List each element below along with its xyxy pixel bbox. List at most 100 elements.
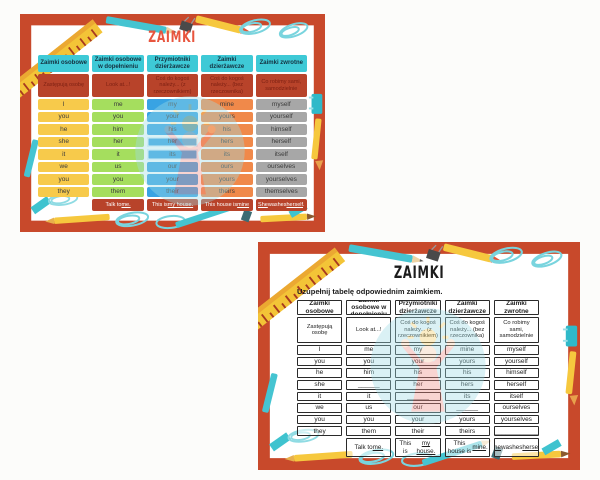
pronoun-cell: his <box>146 124 199 135</box>
pronoun-cell: my <box>395 345 441 355</box>
pronoun-cell: he <box>38 124 90 135</box>
example-cell: She washes herself. <box>255 199 307 211</box>
pronoun-cell: you <box>92 174 144 185</box>
example-cell: This is my house. <box>395 438 441 457</box>
pronoun-cell: yours <box>201 111 253 122</box>
pronoun-cell: herself <box>493 379 539 390</box>
example-text: washes <box>501 443 523 451</box>
desc-cell: Coś do kogoś należy... (bez rzeczownika) <box>444 317 490 343</box>
pronoun-cell: he <box>297 368 343 378</box>
example-cell: Talk to me. <box>92 199 144 211</box>
pronoun-cell: it <box>38 149 90 160</box>
pronoun-cell: them <box>346 426 392 436</box>
header-cell: Zaimki zwrotne <box>255 55 307 72</box>
pronoun-cell: them <box>92 186 144 197</box>
worksheet-instruction: Uzupełnij tabelę odpowiednim zaimkiem. <box>297 287 443 296</box>
desc-cell: Zastępują osobę <box>38 74 90 97</box>
pronoun-cell: ourselves <box>493 403 539 413</box>
pronoun-cell: you <box>38 174 90 185</box>
header-cell: Przymiotniki dzierżawcze <box>146 55 199 72</box>
desc-cell: Co robimy sami, samodzielnie <box>255 74 307 97</box>
pronoun-cell: yourself <box>493 356 539 367</box>
pronoun-cell: you <box>297 414 343 425</box>
pronoun-cell: your <box>146 174 199 185</box>
pronoun-cell: our <box>395 403 441 413</box>
pronoun-cell: you <box>92 111 144 122</box>
desc-cell: Look at...! <box>346 317 392 343</box>
pronoun-cell: myself <box>493 345 539 355</box>
pronoun-cell: our <box>146 161 199 172</box>
example-text: This house is <box>447 440 472 455</box>
pronoun-cell: your <box>146 111 199 122</box>
pronoun-cell: ______ <box>395 391 441 402</box>
pronoun-cell: its <box>201 149 253 160</box>
underlined-text: me. <box>372 443 384 451</box>
pronoun-cell: theirs <box>444 426 490 436</box>
pronoun-cell: his <box>201 124 253 135</box>
pronoun-cell: itself <box>255 149 307 160</box>
example-text: . <box>486 443 488 451</box>
page-title: ZAIMKI <box>148 27 197 47</box>
pronoun-cell: ourselves <box>255 161 307 172</box>
pronoun-cell: itself <box>493 391 539 402</box>
header-cell: Zaimki dzierżawcze <box>201 55 253 72</box>
pronoun-cell: him <box>346 368 392 378</box>
pronoun-cell: herself <box>255 136 307 147</box>
pronoun-cell: me <box>346 345 392 355</box>
pronoun-cell: you <box>346 414 392 425</box>
example-cell: Talk to me. <box>346 438 392 457</box>
pronoun-cell: me <box>92 99 144 110</box>
pronoun-cell: him <box>92 124 144 135</box>
pronoun-cell: its <box>444 391 490 402</box>
underlined-text: my house. <box>416 440 436 455</box>
pronoun-cell: himself <box>493 368 539 378</box>
pronoun-cell: they <box>38 186 90 197</box>
pronoun-cell: ______ <box>346 379 392 390</box>
pronoun-cell: mine <box>444 345 490 355</box>
desc-cell: Zastępują osobę <box>297 317 343 343</box>
header-cell: Przymiotniki dzierżawcze <box>395 300 441 315</box>
header-cell: Zaimki osobowe <box>297 300 343 315</box>
worksheet-table: Zaimki osobowe Zaimki osobowe w dopełnien… <box>297 300 539 457</box>
underlined-text: my house. <box>167 201 194 208</box>
pronoun-cell: his <box>444 368 490 378</box>
underlined-text: She <box>493 443 501 451</box>
pronoun-table: Zaimki osobowe Zaimki osobowe w dopełnien… <box>38 55 307 211</box>
header-cell: Zaimki osobowe <box>38 55 90 72</box>
pronoun-cell: his <box>395 368 441 378</box>
pronoun-cell: her <box>146 136 199 147</box>
pronoun-cell: they <box>297 426 343 436</box>
pronoun-cell: ours <box>201 161 253 172</box>
pronoun-cell: her <box>395 379 441 390</box>
pronoun-cell: themselves <box>255 186 307 197</box>
pronoun-cell: ____________ <box>493 426 539 436</box>
desc-cell: Look at...! <box>92 74 144 97</box>
example-cell: She washes herself. <box>493 438 539 457</box>
pronoun-cell: she <box>38 136 90 147</box>
pronoun-cell: hers <box>201 136 253 147</box>
pronoun-cell: we <box>297 403 343 413</box>
pronoun-cell: you <box>346 356 392 367</box>
pronoun-cell: my <box>146 99 199 110</box>
underlined-text: me. <box>121 201 131 208</box>
pronoun-cell: their <box>146 186 199 197</box>
page-title: ZAIMKI <box>393 262 445 283</box>
pronoun-cell: we <box>38 161 90 172</box>
pronoun-cell: theirs <box>201 186 253 197</box>
pronoun-cell: us <box>92 161 144 172</box>
pronoun-cell: ______ <box>444 403 490 413</box>
header-cell: Zaimki osobowe w dopełnieniu <box>92 55 144 72</box>
pronoun-cell: your <box>395 356 441 367</box>
pronoun-cell: us <box>346 403 392 413</box>
pronoun-cell: yourselves <box>255 174 307 185</box>
pronoun-cell: I <box>297 345 343 355</box>
example-cell: This house is mine <box>201 199 253 211</box>
underlined-text: She <box>258 201 268 208</box>
desc-cell: Co robimy sami, samodzielnie <box>493 317 539 343</box>
header-cell: Zaimki dzierżawcze <box>444 300 490 315</box>
pronoun-cell: I <box>38 99 90 110</box>
example-text: washes <box>267 201 287 208</box>
pronoun-cell: your <box>395 414 441 425</box>
pronoun-cell: yours <box>201 174 253 185</box>
